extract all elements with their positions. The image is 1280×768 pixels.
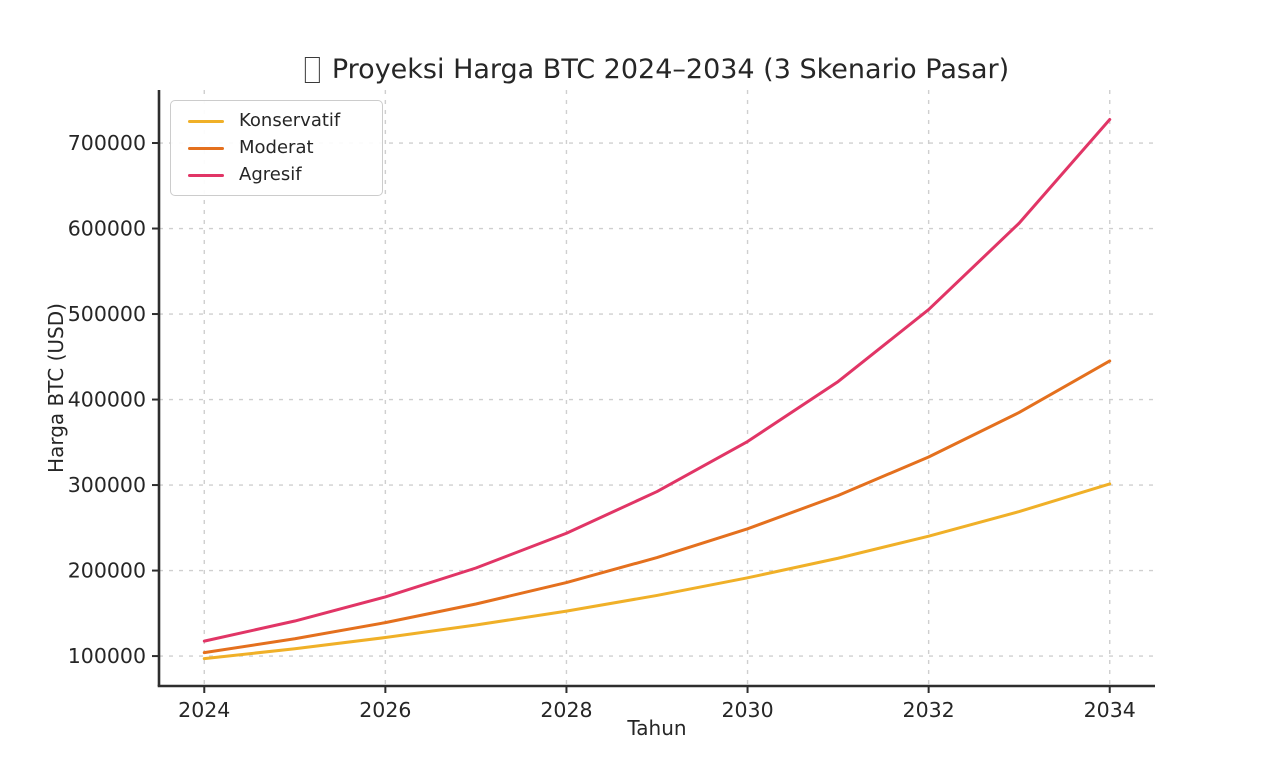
tick-label-x: 2030 xyxy=(721,698,773,722)
legend-swatch-konservatif xyxy=(188,119,224,123)
chart-title-text: Proyeksi Harga BTC 2024–2034 (3 Skenario… xyxy=(331,54,1010,85)
tick-label-y: 400000 xyxy=(68,388,146,412)
legend-item-konservatif: Konservatif xyxy=(188,112,368,130)
series-line-konservatif xyxy=(202,482,1112,661)
legend-label-agresif: Agresif xyxy=(239,164,302,185)
legend-label-konservatif: Konservatif xyxy=(239,110,341,131)
tick-label-y: 100000 xyxy=(68,644,146,668)
tick-label-y: 300000 xyxy=(68,473,146,497)
tick-label-x: 2032 xyxy=(903,698,955,722)
series-line-moderat xyxy=(202,359,1112,655)
x-axis-label: Tahun xyxy=(627,716,687,740)
series-line-agresif xyxy=(202,118,1112,643)
legend-swatch-moderat xyxy=(188,146,224,150)
legend-swatch-agresif xyxy=(188,173,224,177)
tick-label-x: 2028 xyxy=(540,698,592,722)
chart-title: Proyeksi Harga BTC 2024–2034 (3 Skenario… xyxy=(304,54,1010,85)
tick-label-x: 2026 xyxy=(359,698,411,722)
tick-label-x: 2024 xyxy=(178,698,230,722)
tick-label-y: 500000 xyxy=(68,302,146,326)
missing-glyph-icon xyxy=(304,56,320,83)
tick-label-y: 700000 xyxy=(68,131,146,155)
tick-label-x: 2034 xyxy=(1084,698,1136,722)
legend-item-agresif: Agresif xyxy=(188,166,368,184)
legend: Konservatif Moderat Agresif xyxy=(170,100,383,196)
tick-label-y: 600000 xyxy=(68,216,146,240)
tick-label-y: 200000 xyxy=(68,559,146,583)
legend-label-moderat: Moderat xyxy=(239,137,314,158)
y-axis-label: Harga BTC (USD) xyxy=(44,303,68,473)
legend-item-moderat: Moderat xyxy=(188,139,368,157)
